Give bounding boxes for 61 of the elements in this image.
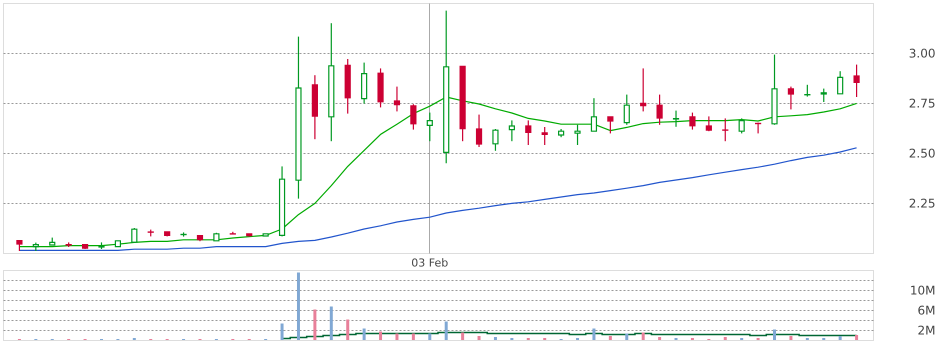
candlestick: [590, 98, 598, 132]
bar: [773, 330, 776, 340]
candlestick: [788, 86, 794, 110]
candlestick: [607, 116, 614, 134]
candlestick: [656, 94, 663, 126]
candlestick: [508, 120, 515, 142]
candlestick: [722, 118, 728, 142]
bar: [592, 328, 596, 340]
candlestick: [624, 94, 630, 126]
y-tick-label: 6M: [918, 304, 936, 318]
line-series: [18, 147, 858, 251]
bar: [395, 334, 398, 340]
candlestick: [410, 104, 416, 130]
y-tick-label: 2.50: [908, 146, 936, 160]
bar: [428, 334, 432, 340]
candlestick: [426, 112, 433, 142]
bar: [724, 337, 727, 340]
candlestick: [574, 124, 581, 146]
bar: [280, 324, 284, 340]
bar: [625, 334, 628, 340]
candlestick: [706, 116, 712, 132]
candlestick: [131, 227, 138, 243]
x-tick-label: 03 Feb: [411, 256, 448, 270]
candlestick: [542, 126, 548, 146]
candlestick: [492, 128, 499, 152]
candlestick: [837, 70, 844, 94]
bar: [461, 332, 464, 340]
bar: [412, 334, 415, 340]
candlestick: [640, 68, 646, 112]
candlestick: [16, 240, 23, 252]
y-tick-label: 2M: [918, 324, 936, 338]
candlestick: [820, 88, 827, 103]
y-tick-label: 2.75: [908, 96, 936, 110]
bar: [346, 320, 350, 340]
y-tick-label: 2.25: [908, 196, 936, 210]
bar: [362, 328, 366, 340]
bar: [444, 322, 448, 340]
candlestick: [738, 118, 745, 134]
candlestick: [689, 112, 696, 130]
candlestick: [476, 114, 482, 148]
bar: [658, 337, 662, 340]
bar: [855, 335, 858, 340]
bar: [330, 306, 333, 340]
bar: [379, 332, 382, 340]
candlestick: [148, 229, 154, 237]
bar: [313, 310, 316, 340]
bar: [478, 336, 481, 340]
candlestick: [853, 64, 860, 98]
bar: [296, 272, 300, 340]
y-tick-label: 10M: [910, 284, 936, 298]
bar: [608, 336, 612, 340]
bar: [838, 336, 842, 340]
candlestick: [672, 110, 680, 128]
line-series: [18, 96, 858, 248]
bar: [642, 332, 645, 340]
candlestick: [525, 120, 532, 146]
candlestick: [804, 84, 810, 98]
bar: [494, 337, 497, 340]
y-tick-label: 3.00: [908, 46, 936, 60]
candlestick: [394, 86, 400, 112]
bar: [789, 336, 792, 340]
